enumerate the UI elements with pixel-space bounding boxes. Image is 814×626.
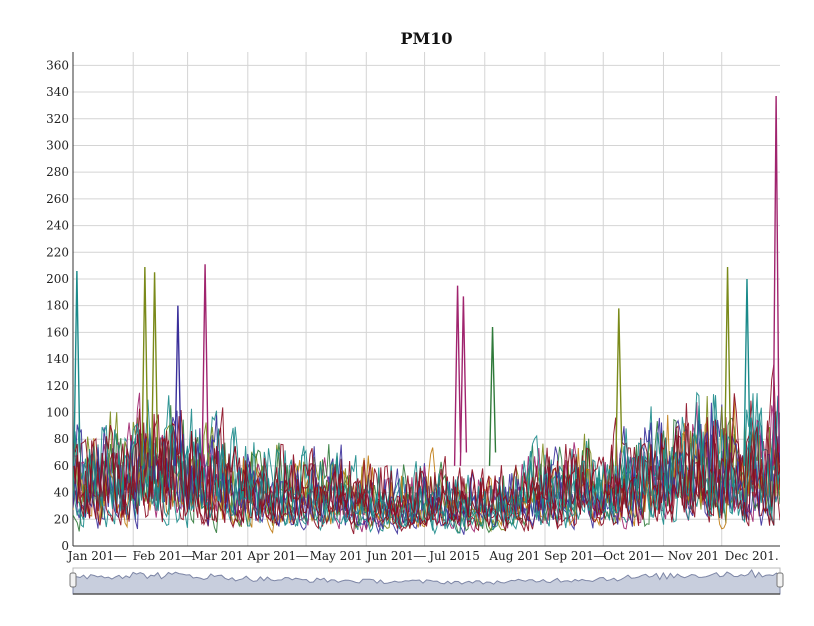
spike-line (723, 266, 732, 466)
spike-line (459, 296, 468, 466)
y-tick-label: 0 (61, 539, 69, 553)
y-tick-label: 160 (46, 325, 69, 339)
range-handle-left[interactable] (69, 572, 77, 588)
x-tick-label: Oct 201― (603, 549, 663, 563)
x-tick-label: Apr 201― (246, 549, 308, 563)
y-tick-label: 280 (46, 165, 69, 179)
y-tick-label: 180 (46, 299, 69, 313)
range-selector[interactable] (69, 567, 784, 595)
y-tick-label: 20 (54, 512, 69, 526)
range-handle-right[interactable] (776, 572, 784, 588)
spike-line (743, 278, 751, 466)
y-tick-label: 320 (46, 112, 69, 126)
x-tick-label: Jan 201― (66, 549, 126, 563)
y-tick-label: 340 (46, 85, 69, 99)
y-tick-label: 200 (46, 272, 69, 286)
y-tick-label: 60 (54, 459, 69, 473)
x-tick-label: May 201 (310, 549, 363, 563)
x-tick-label: Mar 201 (192, 549, 244, 563)
series-line (73, 395, 780, 535)
spike-line (141, 266, 149, 466)
x-tick-label: Dec 201. (725, 549, 779, 563)
y-tick-label: 260 (46, 192, 69, 206)
series-line (73, 414, 780, 532)
spike-line (201, 264, 209, 466)
spike-line (453, 285, 462, 466)
spike-line (772, 96, 780, 466)
y-tick-label: 240 (46, 219, 69, 233)
spike-line (488, 327, 497, 466)
y-tick-label: 100 (46, 405, 69, 419)
y-tick-label: 220 (46, 245, 69, 259)
spike-line (174, 305, 182, 466)
spike-line (615, 308, 623, 466)
x-tick-label: Jun 201― (365, 549, 426, 563)
x-tick-label: Jul 2015 (427, 549, 480, 563)
x-tick-label: Nov 201 (668, 549, 719, 563)
y-tick-label: 80 (54, 432, 69, 446)
y-tick-label: 140 (46, 352, 69, 366)
spike-line (150, 272, 159, 466)
range-selector-area (72, 568, 781, 595)
x-tick-label: Aug 201 (488, 549, 540, 563)
chart-title: PM10 (400, 29, 452, 48)
y-tick-label: 120 (46, 379, 69, 393)
x-tick-label: Sep 201― (544, 549, 606, 563)
y-tick-label: 360 (46, 58, 69, 72)
x-tick-label: Feb 201― (133, 549, 194, 563)
y-tick-label: 300 (46, 138, 69, 152)
spike-line (73, 270, 81, 466)
series-group (73, 96, 780, 536)
y-tick-label: 40 (54, 486, 69, 500)
